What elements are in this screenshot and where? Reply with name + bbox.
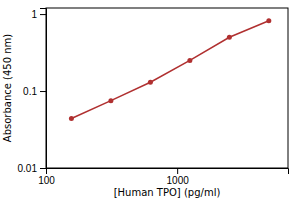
y-tick: 0.01 — [18, 163, 46, 174]
x-axis-line — [47, 169, 289, 175]
y-tick-label: 0.01 — [18, 163, 38, 174]
y-tick-label: 1 — [31, 9, 37, 20]
line — [71, 21, 268, 119]
y-axis-line — [40, 9, 47, 169]
chart: 100 1000 0.01 0.1 1 [Human TPO] (pg/ml) Absorb… — [0, 0, 300, 200]
y-tick-mark — [40, 168, 46, 169]
series — [69, 18, 271, 121]
point — [266, 18, 271, 23]
point — [108, 98, 113, 103]
point — [69, 116, 74, 121]
y-axis: 0.01 0.1 1 — [18, 9, 47, 174]
x-tick-mark — [177, 168, 178, 174]
y-tick-mark — [40, 91, 46, 92]
x-tick: 100 — [38, 168, 55, 186]
point — [187, 58, 192, 63]
x-tick-label: 1000 — [167, 175, 190, 186]
y-tick: 1 — [31, 9, 46, 20]
x-tick-label: 100 — [38, 175, 55, 186]
y-axis-title: Absorbance (450 nm) — [2, 34, 13, 143]
x-axis: 100 1000 — [38, 168, 288, 186]
y-tick-label: 0.1 — [23, 86, 37, 97]
y-tick-mark — [40, 14, 46, 15]
chart-container: 100 1000 0.01 0.1 1 [Human TPO] (pg/ml) Absorb… — [0, 0, 300, 200]
plot-area: 100 1000 0.01 0.1 1 — [18, 8, 289, 186]
plot-frame — [46, 8, 288, 168]
x-tick: 1000 — [167, 168, 190, 186]
point — [148, 80, 153, 85]
point — [227, 35, 232, 40]
y-tick: 0.1 — [23, 86, 46, 97]
x-axis-title: [Human TPO] (pg/ml) — [114, 187, 221, 198]
